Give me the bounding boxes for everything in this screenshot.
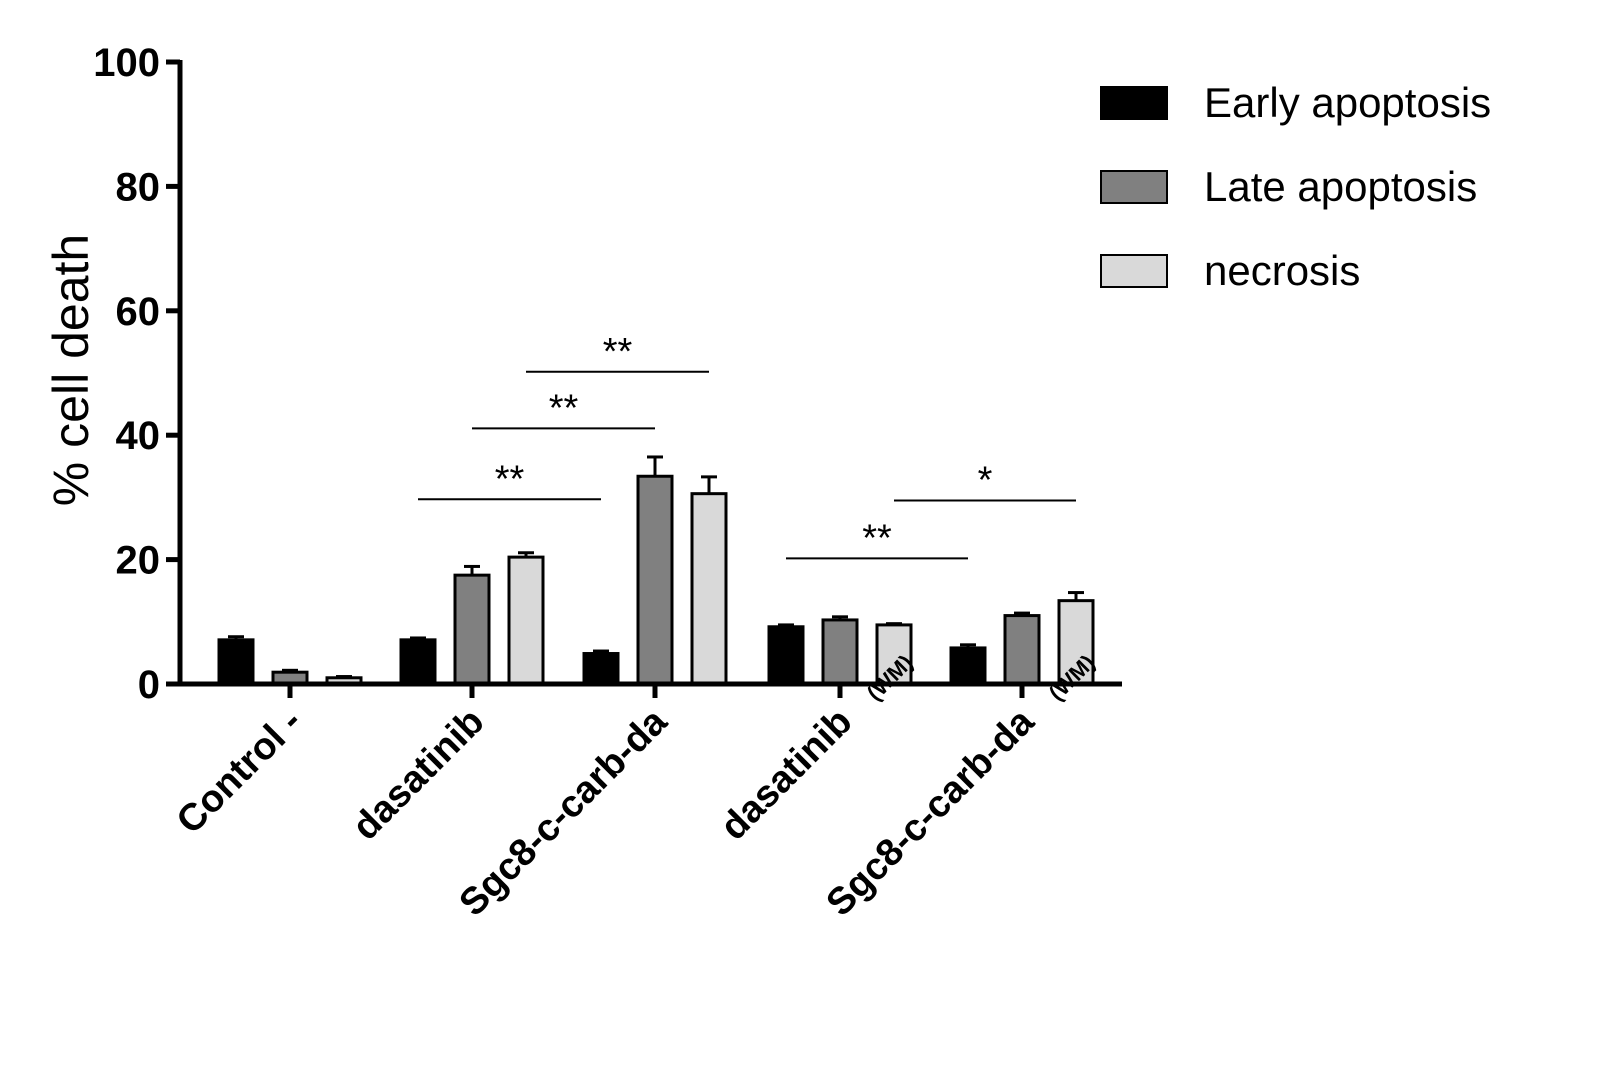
bar — [875, 623, 913, 686]
y-tick-label: 40 — [116, 414, 161, 458]
y-axis-label: % cell death — [43, 234, 99, 506]
significance-marker: ** — [603, 331, 633, 373]
x-tick-label: Control - — [169, 701, 311, 843]
legend-label: necrosis — [1204, 247, 1360, 294]
bar — [507, 555, 545, 686]
x-tick-label: dasatinib — [713, 701, 861, 849]
bar — [399, 638, 437, 686]
bar — [453, 573, 491, 686]
significance-marker: * — [978, 460, 993, 502]
legend-swatch — [1100, 254, 1168, 288]
y-tick-label: 20 — [116, 539, 161, 583]
x-tick-label: dasatinib — [345, 701, 493, 849]
legend-label: Early apoptosis — [1204, 79, 1491, 126]
legend-label: Late apoptosis — [1204, 163, 1477, 210]
bar — [217, 638, 255, 686]
legend-swatch — [1100, 170, 1168, 204]
significance-marker: ** — [862, 517, 892, 559]
y-tick-label: 100 — [93, 41, 160, 85]
bar — [690, 492, 728, 686]
bar — [1003, 614, 1041, 686]
y-tick-label: 80 — [116, 165, 161, 209]
bar — [767, 625, 805, 686]
bar — [582, 652, 620, 686]
y-tick-label: 0 — [138, 663, 160, 707]
significance-marker: ** — [549, 387, 579, 429]
bar — [1057, 599, 1095, 686]
y-tick-label: 60 — [116, 290, 161, 334]
legend-swatch — [1100, 86, 1168, 120]
bar — [821, 618, 859, 686]
significance-marker: ** — [495, 458, 525, 500]
bar — [949, 646, 987, 686]
bar — [636, 474, 674, 686]
